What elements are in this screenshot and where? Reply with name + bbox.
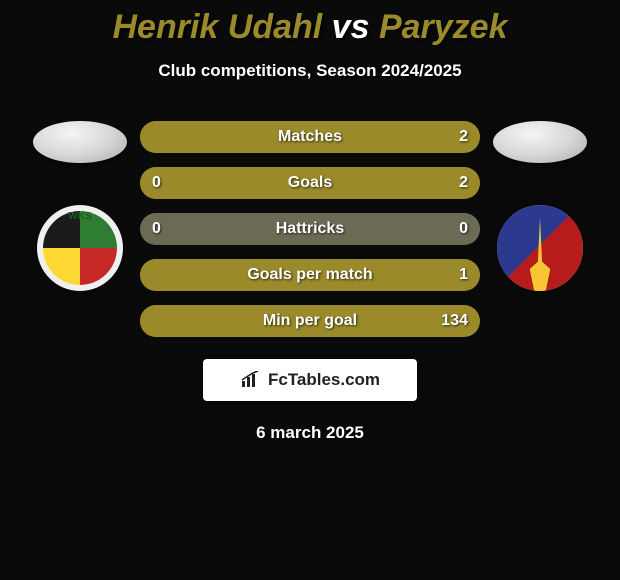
stat-value-right: 2 (459, 174, 468, 192)
stat-label: Hattricks (276, 220, 344, 238)
stat-value-right: 134 (441, 312, 468, 330)
player1-avatar (33, 121, 127, 163)
player2-club-badge (497, 205, 583, 291)
stats-list: Matches 2 0 Goals 2 0 Hattricks 0 Goals per matc… (140, 121, 480, 337)
stat-label: Min per goal (263, 312, 357, 330)
player2-avatar (493, 121, 587, 163)
stat-row: Min per goal 134 (140, 305, 480, 337)
brand-box[interactable]: FcTables.com (203, 359, 417, 401)
stat-value-left: 0 (152, 174, 161, 192)
player2-column (480, 121, 600, 291)
player1-column (20, 121, 140, 291)
stat-row: Matches 2 (140, 121, 480, 153)
brand-text: FcTables.com (268, 370, 380, 390)
stat-row: 0 Goals 2 (140, 167, 480, 199)
chart-icon (240, 371, 262, 389)
player2-name: Paryzek (379, 8, 508, 46)
stat-row: 0 Hattricks 0 (140, 213, 480, 245)
comparison-card: Henrik Udahl vs Paryzek Club competition… (0, 0, 620, 443)
main-content: Matches 2 0 Goals 2 0 Hattricks 0 Goals per matc… (0, 121, 620, 337)
player1-club-badge (37, 205, 123, 291)
stat-value-right: 0 (459, 220, 468, 238)
stat-value-right: 2 (459, 128, 468, 146)
stat-value-left: 0 (152, 220, 161, 238)
stat-label: Goals (288, 174, 332, 192)
vs-label: vs (332, 8, 370, 46)
player1-name: Henrik Udahl (113, 8, 323, 46)
stat-value-right: 1 (459, 266, 468, 284)
stat-row: Goals per match 1 (140, 259, 480, 291)
page-title: Henrik Udahl vs Paryzek (0, 8, 620, 47)
date-label: 6 march 2025 (0, 423, 620, 443)
stat-label: Goals per match (247, 266, 372, 284)
stat-label: Matches (278, 128, 342, 146)
subtitle: Club competitions, Season 2024/2025 (0, 61, 620, 81)
